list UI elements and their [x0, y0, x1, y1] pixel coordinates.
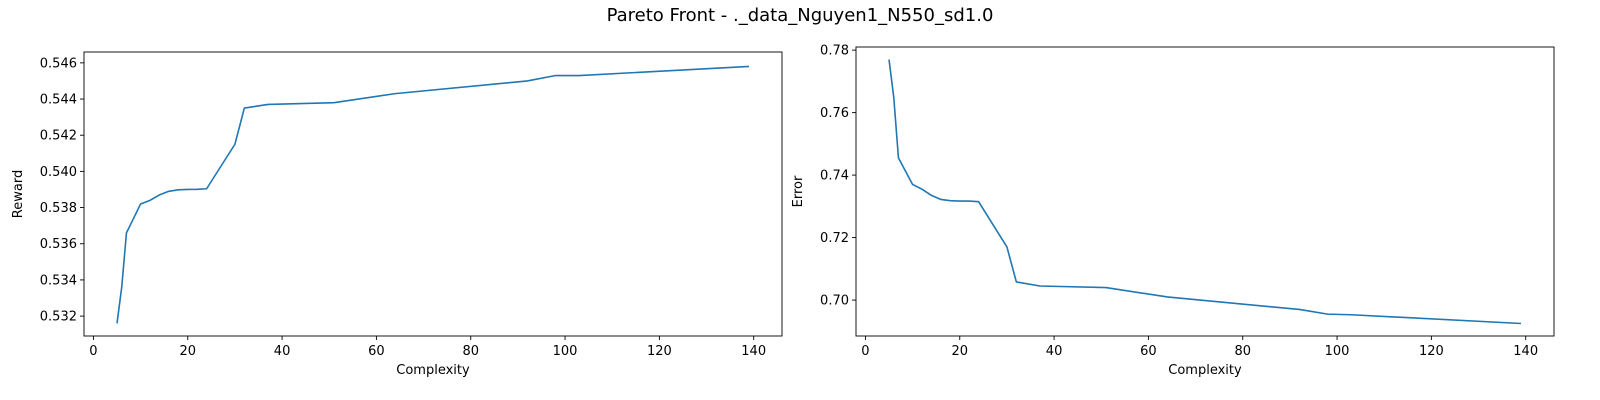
reward-y-tick-label: 0.546	[40, 56, 77, 71]
figure-title: Pareto Front - ._data_Nguyen1_N550_sd1.0	[606, 5, 994, 26]
error-axes-frame	[855, 46, 1555, 337]
reward-x-tick-label: 140	[741, 344, 766, 359]
reward-x-tick-label: 60	[368, 344, 385, 359]
reward-y-tick-label: 0.538	[40, 201, 77, 216]
error-chart-panel: 0 20 40 60 80 100 120 140 0.70 0.72 0.74 0.76 0.78 Co…	[791, 44, 1555, 378]
reward-y-tick-label: 0.542	[40, 129, 77, 144]
error-y-tick-label: 0.78	[820, 44, 849, 59]
error-x-tick-label: 40	[1046, 344, 1063, 359]
error-y-tick-label: 0.74	[820, 169, 849, 184]
reward-y-tick-label: 0.532	[40, 310, 77, 325]
reward-x-tick-label: 120	[647, 344, 672, 359]
error-x-tick-label: 80	[1234, 344, 1251, 359]
reward-y-tick-label: 0.544	[40, 93, 77, 108]
error-x-tick-label: 60	[1140, 344, 1157, 359]
reward-axes-frame	[83, 51, 783, 337]
error-y-tick-label: 0.72	[820, 231, 849, 246]
reward-series-line	[116, 65, 750, 324]
error-series-line	[888, 59, 1522, 325]
reward-x-tick-label: 80	[462, 344, 479, 359]
reward-x-tick-label: 0	[89, 344, 97, 359]
reward-chart-panel: 0 20 40 60 80 100 120 140 0.532 0.534 0.536 0.538 0.…	[11, 51, 783, 378]
reward-x-axis-label: Complexity	[396, 363, 470, 378]
error-x-tick-label: 100	[1325, 344, 1350, 359]
error-y-tick-label: 0.76	[820, 106, 849, 121]
reward-x-tick-label: 100	[553, 344, 578, 359]
error-x-tick-label: 0	[861, 344, 869, 359]
reward-x-tick-label: 40	[274, 344, 291, 359]
error-x-tick-label: 20	[951, 344, 968, 359]
error-x-tick-label: 140	[1513, 344, 1538, 359]
reward-y-tick-label: 0.536	[40, 237, 77, 252]
reward-y-axis-label: Reward	[11, 170, 26, 218]
error-x-axis-label: Complexity	[1168, 363, 1242, 378]
error-y-axis-label: Error	[791, 175, 806, 207]
reward-y-tick-label: 0.540	[40, 165, 77, 180]
error-x-tick-label: 120	[1419, 344, 1444, 359]
reward-x-tick-label: 20	[179, 344, 196, 359]
error-y-tick-label: 0.70	[820, 294, 849, 309]
reward-y-tick-label: 0.534	[40, 273, 77, 288]
